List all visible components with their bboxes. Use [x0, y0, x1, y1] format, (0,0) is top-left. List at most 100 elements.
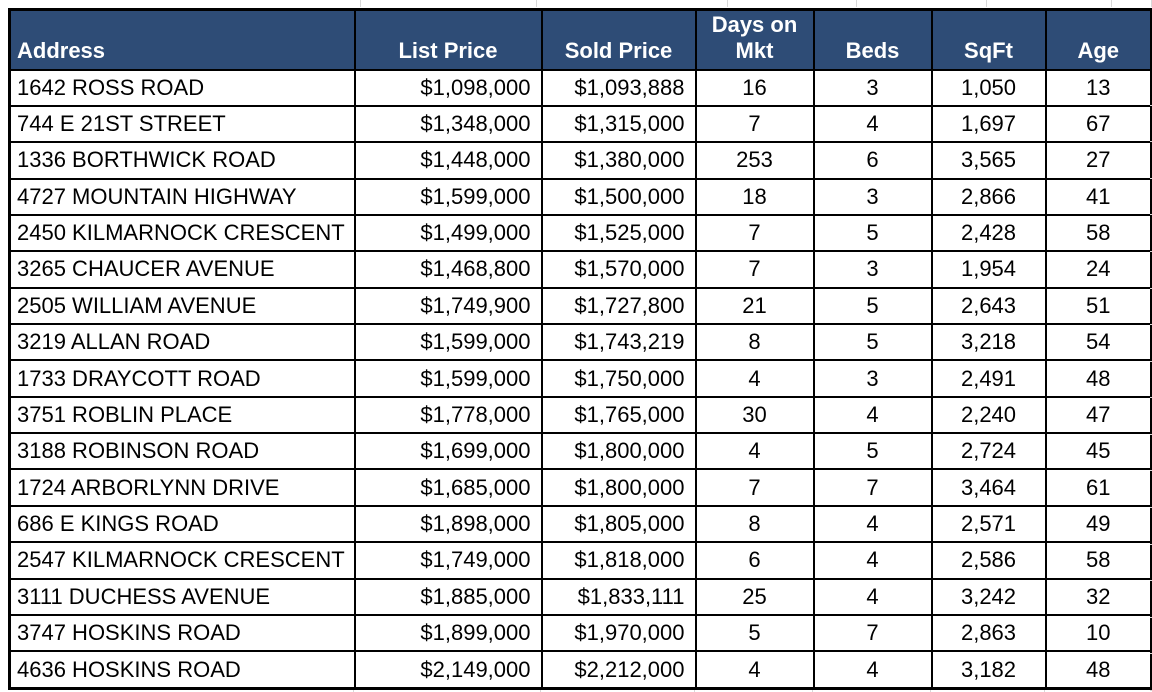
cell-age[interactable]: 54	[1044, 323, 1152, 362]
cell-list_price[interactable]: $1,348,000	[353, 104, 543, 144]
cell-days_on_mkt[interactable]: 7	[694, 104, 815, 144]
cell-sqft[interactable]: 2,866	[930, 177, 1047, 216]
cell-list_price[interactable]: $1,499,000	[353, 213, 543, 253]
cell-address[interactable]: 4636 HOSKINS ROAD	[8, 650, 356, 690]
cell-beds[interactable]: 4	[812, 504, 933, 544]
cell-beds[interactable]: 4	[812, 395, 933, 435]
cell-days_on_mkt[interactable]: 7	[694, 468, 815, 507]
cell-age[interactable]: 41	[1044, 177, 1152, 216]
cell-list_price[interactable]: $1,749,900	[353, 286, 543, 326]
cell-sold_price[interactable]: $1,093,888	[540, 68, 697, 107]
col-header-days-on-mkt[interactable]: Days on Mkt	[694, 8, 815, 71]
cell-days_on_mkt[interactable]: 18	[694, 177, 815, 216]
cell-beds[interactable]: 3	[812, 250, 933, 289]
cell-address[interactable]: 1336 BORTHWICK ROAD	[8, 141, 356, 180]
cell-address[interactable]: 744 E 21ST STREET	[8, 104, 356, 144]
cell-beds[interactable]: 4	[812, 650, 933, 690]
cell-age[interactable]: 51	[1044, 286, 1152, 326]
cell-sold_price[interactable]: $1,743,219	[540, 323, 697, 362]
cell-address[interactable]: 3747 HOSKINS ROAD	[8, 613, 356, 653]
cell-sold_price[interactable]: $1,570,000	[540, 250, 697, 289]
cell-sqft[interactable]: 2,491	[930, 359, 1047, 398]
cell-sold_price[interactable]: $1,727,800	[540, 286, 697, 326]
cell-list_price[interactable]: $1,899,000	[353, 613, 543, 653]
cell-sqft[interactable]: 2,863	[930, 613, 1047, 653]
cell-sold_price[interactable]: $1,833,111	[540, 577, 697, 616]
cell-days_on_mkt[interactable]: 8	[694, 323, 815, 362]
cell-address[interactable]: 4727 MOUNTAIN HIGHWAY	[8, 177, 356, 216]
cell-list_price[interactable]: $1,599,000	[353, 177, 543, 216]
cell-sold_price[interactable]: $1,800,000	[540, 432, 697, 471]
cell-sold_price[interactable]: $1,765,000	[540, 395, 697, 435]
cell-list_price[interactable]: $2,149,000	[353, 650, 543, 690]
cell-list_price[interactable]: $1,699,000	[353, 432, 543, 471]
cell-days_on_mkt[interactable]: 16	[694, 68, 815, 107]
cell-days_on_mkt[interactable]: 4	[694, 432, 815, 471]
cell-sqft[interactable]: 3,464	[930, 468, 1047, 507]
cell-address[interactable]: 2450 KILMARNOCK CRESCENT	[8, 213, 356, 253]
cell-age[interactable]: 27	[1044, 141, 1152, 180]
cell-address[interactable]: 3111 DUCHESS AVENUE	[8, 577, 356, 616]
cell-beds[interactable]: 7	[812, 468, 933, 507]
cell-address[interactable]: 1642 ROSS ROAD	[8, 68, 356, 107]
cell-age[interactable]: 48	[1044, 650, 1152, 690]
cell-address[interactable]: 3265 CHAUCER AVENUE	[8, 250, 356, 289]
cell-beds[interactable]: 3	[812, 359, 933, 398]
cell-beds[interactable]: 5	[812, 323, 933, 362]
cell-sqft[interactable]: 3,218	[930, 323, 1047, 362]
cell-days_on_mkt[interactable]: 7	[694, 250, 815, 289]
cell-beds[interactable]: 6	[812, 141, 933, 180]
cell-beds[interactable]: 5	[812, 213, 933, 253]
cell-beds[interactable]: 7	[812, 613, 933, 653]
cell-list_price[interactable]: $1,448,000	[353, 141, 543, 180]
cell-address[interactable]: 1733 DRAYCOTT ROAD	[8, 359, 356, 398]
cell-age[interactable]: 13	[1044, 68, 1152, 107]
cell-age[interactable]: 58	[1044, 213, 1152, 253]
col-header-age[interactable]: Age	[1044, 8, 1152, 71]
cell-days_on_mkt[interactable]: 4	[694, 650, 815, 690]
col-header-list-price[interactable]: List Price	[353, 8, 543, 71]
col-header-beds[interactable]: Beds	[812, 8, 933, 71]
cell-age[interactable]: 58	[1044, 541, 1152, 580]
cell-sold_price[interactable]: $1,750,000	[540, 359, 697, 398]
cell-sqft[interactable]: 3,182	[930, 650, 1047, 690]
cell-address[interactable]: 3751 ROBLIN PLACE	[8, 395, 356, 435]
cell-days_on_mkt[interactable]: 6	[694, 541, 815, 580]
cell-list_price[interactable]: $1,599,000	[353, 359, 543, 398]
cell-days_on_mkt[interactable]: 8	[694, 504, 815, 544]
cell-age[interactable]: 32	[1044, 577, 1152, 616]
cell-sold_price[interactable]: $1,500,000	[540, 177, 697, 216]
cell-beds[interactable]: 5	[812, 286, 933, 326]
cell-sqft[interactable]: 2,428	[930, 213, 1047, 253]
cell-sold_price[interactable]: $1,800,000	[540, 468, 697, 507]
cell-age[interactable]: 48	[1044, 359, 1152, 398]
cell-age[interactable]: 67	[1044, 104, 1152, 144]
cell-sqft[interactable]: 2,240	[930, 395, 1047, 435]
cell-sqft[interactable]: 3,565	[930, 141, 1047, 180]
cell-days_on_mkt[interactable]: 4	[694, 359, 815, 398]
cell-list_price[interactable]: $1,599,000	[353, 323, 543, 362]
col-header-sold-price[interactable]: Sold Price	[540, 8, 697, 71]
cell-beds[interactable]: 5	[812, 432, 933, 471]
cell-sqft[interactable]: 2,571	[930, 504, 1047, 544]
cell-days_on_mkt[interactable]: 25	[694, 577, 815, 616]
cell-list_price[interactable]: $1,468,800	[353, 250, 543, 289]
cell-sold_price[interactable]: $2,212,000	[540, 650, 697, 690]
col-header-sqft[interactable]: SqFt	[930, 8, 1047, 71]
cell-sold_price[interactable]: $1,380,000	[540, 141, 697, 180]
cell-beds[interactable]: 3	[812, 68, 933, 107]
cell-list_price[interactable]: $1,685,000	[353, 468, 543, 507]
cell-sqft[interactable]: 1,954	[930, 250, 1047, 289]
cell-age[interactable]: 49	[1044, 504, 1152, 544]
cell-days_on_mkt[interactable]: 5	[694, 613, 815, 653]
cell-days_on_mkt[interactable]: 253	[694, 141, 815, 180]
cell-sqft[interactable]: 2,586	[930, 541, 1047, 580]
cell-beds[interactable]: 4	[812, 577, 933, 616]
cell-age[interactable]: 24	[1044, 250, 1152, 289]
cell-sqft[interactable]: 3,242	[930, 577, 1047, 616]
cell-days_on_mkt[interactable]: 7	[694, 213, 815, 253]
cell-address[interactable]: 1724 ARBORLYNN DRIVE	[8, 468, 356, 507]
cell-list_price[interactable]: $1,098,000	[353, 68, 543, 107]
cell-beds[interactable]: 3	[812, 177, 933, 216]
cell-list_price[interactable]: $1,885,000	[353, 577, 543, 616]
